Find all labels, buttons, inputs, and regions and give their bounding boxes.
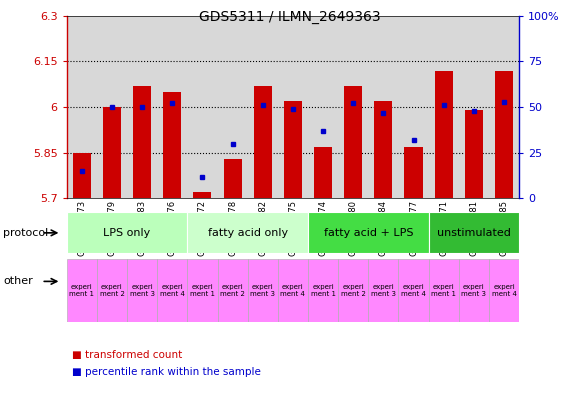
Bar: [495, 70, 513, 198]
Bar: [398, 259, 429, 322]
Text: GDS5311 / ILMN_2649363: GDS5311 / ILMN_2649363: [199, 10, 381, 24]
Text: ■ transformed count: ■ transformed count: [72, 350, 183, 360]
Text: fatty acid + LPS: fatty acid + LPS: [324, 228, 413, 238]
Bar: [193, 193, 212, 198]
Bar: [465, 110, 483, 198]
Bar: [308, 212, 429, 253]
Bar: [429, 212, 519, 253]
Text: experi
ment 4: experi ment 4: [492, 284, 516, 298]
Text: experi
ment 2: experi ment 2: [220, 284, 245, 298]
Text: experi
ment 3: experi ment 3: [250, 284, 276, 298]
Bar: [163, 92, 182, 198]
Bar: [223, 159, 242, 198]
Bar: [338, 259, 368, 322]
Bar: [368, 259, 398, 322]
Bar: [133, 86, 151, 198]
Text: experi
ment 3: experi ment 3: [461, 284, 487, 298]
Bar: [429, 259, 459, 322]
Text: experi
ment 1: experi ment 1: [431, 284, 456, 298]
Bar: [67, 259, 97, 322]
Bar: [308, 259, 338, 322]
Bar: [489, 259, 519, 322]
Bar: [157, 259, 187, 322]
Text: unstimulated: unstimulated: [437, 228, 511, 238]
Text: protocol: protocol: [3, 228, 48, 238]
Bar: [253, 86, 272, 198]
Text: ■ percentile rank within the sample: ■ percentile rank within the sample: [72, 367, 262, 377]
Bar: [374, 101, 393, 198]
Bar: [344, 86, 362, 198]
Bar: [284, 101, 302, 198]
Bar: [97, 259, 127, 322]
Text: LPS only: LPS only: [103, 228, 151, 238]
Text: experi
ment 3: experi ment 3: [371, 284, 396, 298]
Text: experi
ment 4: experi ment 4: [401, 284, 426, 298]
Bar: [127, 259, 157, 322]
Text: experi
ment 4: experi ment 4: [160, 284, 184, 298]
Bar: [434, 70, 453, 198]
Bar: [218, 259, 248, 322]
Bar: [187, 259, 218, 322]
Bar: [314, 147, 332, 198]
Text: experi
ment 1: experi ment 1: [310, 284, 336, 298]
Text: experi
ment 3: experi ment 3: [129, 284, 155, 298]
Bar: [187, 212, 308, 253]
Bar: [72, 153, 91, 198]
Bar: [404, 147, 423, 198]
Bar: [459, 259, 489, 322]
Text: fatty acid only: fatty acid only: [208, 228, 288, 238]
Text: experi
ment 2: experi ment 2: [100, 284, 124, 298]
Text: other: other: [3, 276, 32, 286]
Text: experi
ment 1: experi ment 1: [190, 284, 215, 298]
Bar: [67, 212, 187, 253]
Text: experi
ment 1: experi ment 1: [69, 284, 95, 298]
Text: experi
ment 2: experi ment 2: [341, 284, 365, 298]
Bar: [103, 107, 121, 198]
Bar: [248, 259, 278, 322]
Bar: [278, 259, 308, 322]
Text: experi
ment 4: experi ment 4: [281, 284, 305, 298]
